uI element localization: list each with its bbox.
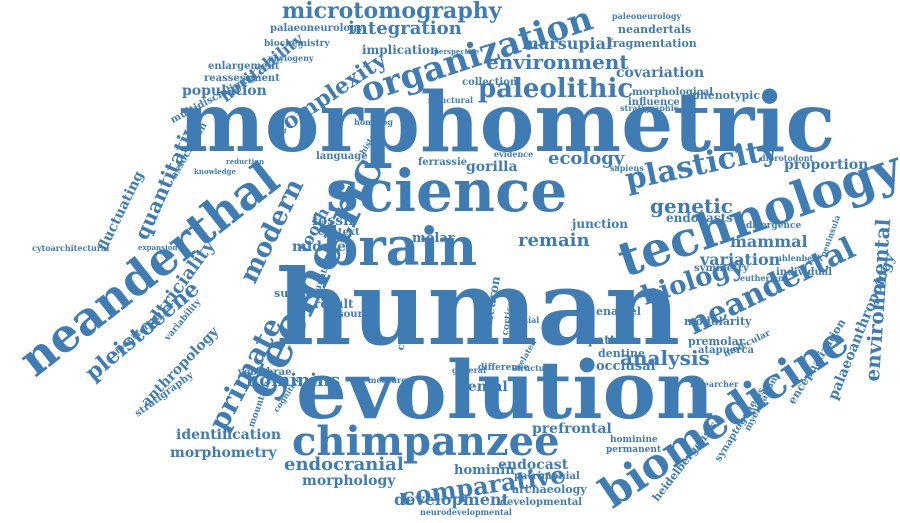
word: atapuerca bbox=[698, 345, 755, 356]
word: gorilla bbox=[466, 159, 518, 175]
word: junction bbox=[572, 217, 628, 231]
word: permanent bbox=[606, 445, 662, 455]
word: integration bbox=[348, 18, 462, 39]
word: fossil bbox=[312, 213, 354, 229]
word: ferrassie bbox=[418, 157, 468, 168]
word: reassessment bbox=[204, 73, 280, 84]
word: patrimonial bbox=[514, 471, 580, 482]
word: marsupial bbox=[522, 34, 613, 53]
word: evidence bbox=[494, 149, 534, 159]
word: prefrontal bbox=[532, 421, 612, 437]
word: phenotypic bbox=[692, 89, 761, 102]
word: individual bbox=[776, 267, 833, 278]
word: microtomography bbox=[282, 0, 502, 24]
word: influence bbox=[628, 97, 680, 108]
word: ecology bbox=[548, 148, 625, 169]
word: symmetry bbox=[694, 263, 749, 274]
word: surface bbox=[274, 287, 320, 300]
word: neurodevelopmental bbox=[420, 507, 512, 517]
word: neandertals bbox=[618, 23, 692, 36]
word: phylogeny bbox=[268, 53, 314, 63]
word: cytoarchitectural bbox=[32, 243, 110, 253]
word: endocasts bbox=[666, 211, 733, 225]
word: human bbox=[276, 246, 681, 369]
word: modularity bbox=[684, 315, 752, 328]
word: evolution bbox=[296, 343, 715, 437]
word: divergence bbox=[746, 221, 802, 231]
word: sapiens bbox=[610, 163, 644, 173]
word: stratigraphic bbox=[620, 103, 679, 113]
word: population bbox=[182, 83, 267, 99]
word: archaeology bbox=[512, 483, 587, 496]
word: hominins bbox=[246, 370, 341, 391]
word: measure bbox=[368, 375, 407, 385]
word: perspective bbox=[434, 47, 480, 56]
word: homolog bbox=[354, 117, 393, 127]
word: science bbox=[326, 157, 568, 225]
word: hominin bbox=[454, 463, 515, 478]
word: chimpanzee bbox=[292, 418, 560, 465]
word: expansion bbox=[138, 243, 178, 252]
word: paleoneurology bbox=[612, 11, 682, 21]
word: covariation bbox=[616, 65, 705, 81]
word: premolar bbox=[688, 335, 745, 348]
word: brain bbox=[322, 217, 478, 278]
word: implication bbox=[362, 43, 439, 57]
word: dentine bbox=[598, 347, 645, 360]
word: morphology bbox=[302, 473, 396, 489]
word: identification bbox=[176, 427, 282, 443]
word: source bbox=[338, 309, 376, 320]
word: enamel bbox=[596, 305, 641, 318]
word: difference bbox=[478, 363, 530, 373]
word: paleolithic bbox=[478, 74, 634, 104]
word: cranial bbox=[508, 315, 540, 325]
word: morphological bbox=[632, 87, 714, 98]
word: pattern bbox=[588, 333, 638, 347]
word: vertebrae bbox=[238, 367, 292, 378]
word: dental bbox=[458, 379, 508, 395]
word: proportion bbox=[784, 157, 869, 173]
word: middle bbox=[292, 239, 346, 255]
word: reduction bbox=[226, 157, 265, 166]
word: context bbox=[318, 227, 360, 238]
word: enlargement bbox=[208, 61, 280, 72]
word: mammal bbox=[730, 232, 808, 251]
word: environment bbox=[486, 50, 629, 74]
word: general bbox=[452, 365, 487, 375]
word: diprotodont bbox=[760, 153, 814, 163]
word: development bbox=[394, 490, 509, 509]
word: fragmentation bbox=[608, 37, 697, 50]
word: variation bbox=[700, 250, 781, 269]
word: collection bbox=[462, 77, 518, 88]
word: knowledge bbox=[194, 167, 236, 176]
word: morphometric bbox=[178, 75, 836, 171]
word: genetic bbox=[650, 194, 733, 218]
word: eutherian bbox=[740, 273, 784, 283]
word: morphometry bbox=[170, 445, 277, 461]
word: uhlenbeck bbox=[776, 253, 823, 263]
word: palaeoneurology bbox=[270, 23, 363, 34]
word: structural bbox=[428, 95, 474, 105]
word: biochemistry bbox=[264, 39, 330, 49]
word: occlusal bbox=[596, 359, 656, 374]
word: result bbox=[314, 297, 354, 311]
word: endocast bbox=[498, 457, 569, 473]
word: remain bbox=[518, 230, 590, 251]
word: molar bbox=[412, 231, 455, 246]
word: language bbox=[316, 151, 368, 162]
word: hominine bbox=[610, 435, 658, 445]
word: researcher bbox=[690, 379, 739, 389]
word: developmental bbox=[500, 497, 583, 508]
word: structure bbox=[512, 363, 554, 373]
word: analysis bbox=[620, 346, 710, 370]
word: endocranial bbox=[284, 454, 404, 475]
